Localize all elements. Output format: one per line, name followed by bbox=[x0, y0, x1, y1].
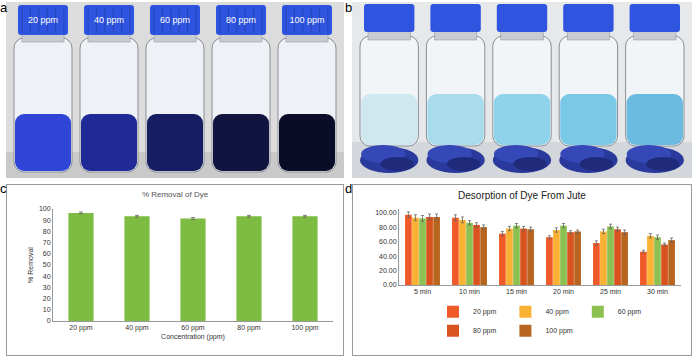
svg-text:100.00: 100.00 bbox=[375, 209, 397, 216]
svg-text:% Removal of Dye: % Removal of Dye bbox=[142, 190, 209, 199]
svg-text:40.00: 40.00 bbox=[379, 253, 397, 260]
svg-text:15 min: 15 min bbox=[506, 288, 527, 295]
svg-text:40 ppm: 40 ppm bbox=[125, 324, 149, 332]
svg-text:100 ppm: 100 ppm bbox=[291, 324, 318, 332]
svg-text:30: 30 bbox=[43, 284, 51, 291]
svg-text:Desorption of Dye From Jute: Desorption of Dye From Jute bbox=[458, 190, 586, 201]
svg-text:0.00: 0.00 bbox=[383, 281, 397, 288]
svg-text:20 ppm: 20 ppm bbox=[69, 324, 93, 332]
svg-text:60 ppm: 60 ppm bbox=[181, 324, 205, 332]
svg-text:Concentration (ppm): Concentration (ppm) bbox=[161, 333, 225, 341]
svg-text:20: 20 bbox=[43, 295, 51, 302]
svg-text:60 ppm: 60 ppm bbox=[160, 15, 190, 25]
svg-text:90: 90 bbox=[43, 217, 51, 224]
svg-text:10 min: 10 min bbox=[459, 288, 480, 295]
svg-text:40: 40 bbox=[43, 273, 51, 280]
svg-text:40 ppm: 40 ppm bbox=[545, 308, 569, 316]
svg-text:80 ppm: 80 ppm bbox=[473, 327, 497, 335]
svg-text:20 ppm: 20 ppm bbox=[28, 15, 58, 25]
svg-text:70: 70 bbox=[43, 239, 51, 246]
svg-text:0: 0 bbox=[47, 317, 51, 324]
svg-text:10: 10 bbox=[43, 306, 51, 313]
svg-text:80 ppm: 80 ppm bbox=[237, 324, 261, 332]
svg-text:% Removal: % Removal bbox=[27, 247, 34, 283]
svg-text:5 min: 5 min bbox=[414, 288, 431, 295]
svg-text:25 min: 25 min bbox=[600, 288, 621, 295]
html-text:b: b bbox=[345, 0, 353, 15]
svg-text:60: 60 bbox=[43, 250, 51, 257]
svg-text:80.00: 80.00 bbox=[379, 224, 397, 231]
svg-text:80 ppm: 80 ppm bbox=[226, 15, 256, 25]
svg-text:20.00: 20.00 bbox=[379, 267, 397, 274]
svg-text:100 ppm: 100 ppm bbox=[545, 327, 572, 335]
html-text:c: c bbox=[0, 181, 7, 196]
svg-text:20 ppm: 20 ppm bbox=[473, 308, 497, 316]
svg-text:100 ppm: 100 ppm bbox=[289, 15, 324, 25]
svg-text:30 min: 30 min bbox=[647, 288, 668, 295]
svg-text:80: 80 bbox=[43, 228, 51, 235]
svg-text:100: 100 bbox=[39, 205, 51, 212]
html-text:d: d bbox=[345, 181, 353, 196]
svg-text:60.00: 60.00 bbox=[379, 238, 397, 245]
svg-text:60 ppm: 60 ppm bbox=[618, 308, 642, 316]
svg-text:40 ppm: 40 ppm bbox=[94, 15, 124, 25]
svg-text:20 min: 20 min bbox=[553, 288, 574, 295]
html-text:a: a bbox=[0, 0, 8, 15]
svg-text:50: 50 bbox=[43, 261, 51, 268]
